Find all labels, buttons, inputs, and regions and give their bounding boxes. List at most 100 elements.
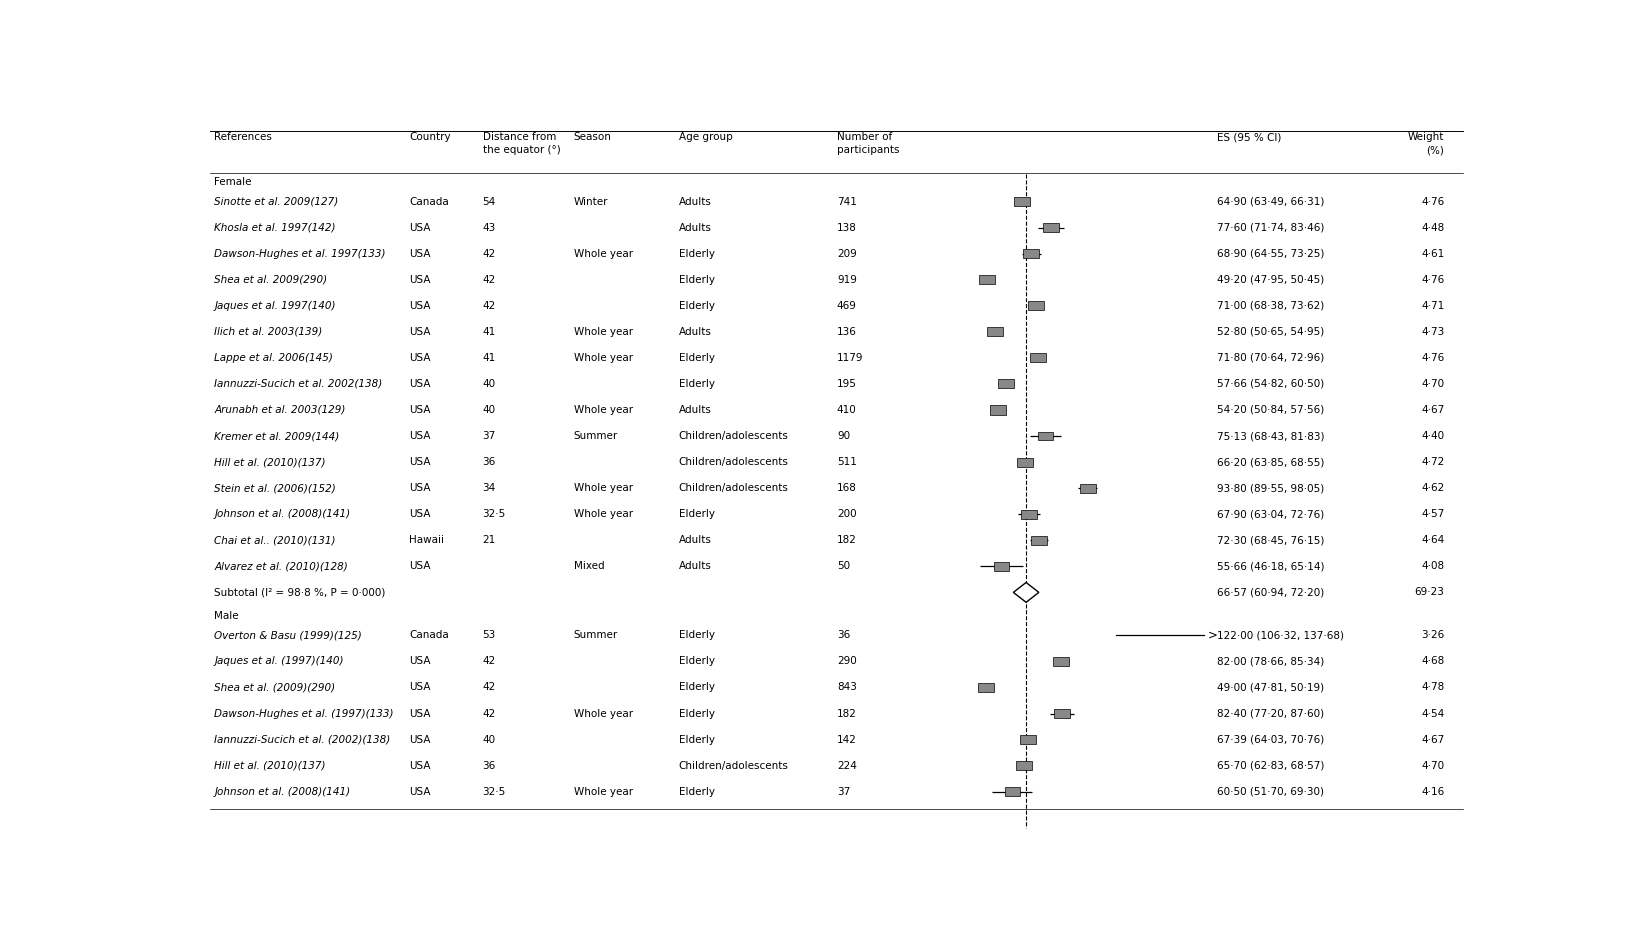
- Text: Kremer et al. 2009(144): Kremer et al. 2009(144): [214, 431, 339, 441]
- Text: 919: 919: [837, 274, 857, 285]
- Text: 66·57 (60·94, 72·20): 66·57 (60·94, 72·20): [1216, 588, 1324, 598]
- Text: 67·90 (63·04, 72·76): 67·90 (63·04, 72·76): [1216, 509, 1324, 519]
- Text: USA: USA: [410, 249, 431, 259]
- Text: Chai et al.. (2010)(131): Chai et al.. (2010)(131): [214, 535, 336, 545]
- Text: 50: 50: [837, 561, 850, 572]
- Text: 290: 290: [837, 656, 857, 666]
- Text: Hawaii: Hawaii: [410, 535, 444, 545]
- Text: 55·66 (46·18, 65·14): 55·66 (46·18, 65·14): [1216, 561, 1324, 572]
- Text: 93·80 (89·55, 98·05): 93·80 (89·55, 98·05): [1216, 483, 1324, 494]
- Text: 72·30 (68·45, 76·15): 72·30 (68·45, 76·15): [1216, 535, 1324, 545]
- Bar: [1023, 249, 1038, 259]
- Text: Elderly: Elderly: [679, 274, 715, 285]
- Text: 4·68: 4·68: [1420, 656, 1444, 666]
- Text: 4·16: 4·16: [1420, 787, 1444, 797]
- Text: Mixed: Mixed: [573, 561, 604, 572]
- Text: USA: USA: [410, 379, 431, 389]
- Text: 42: 42: [483, 682, 496, 693]
- Text: 138: 138: [837, 223, 857, 232]
- Text: Adults: Adults: [679, 561, 712, 572]
- Bar: [1028, 301, 1043, 310]
- Text: 41: 41: [483, 327, 496, 337]
- Text: USA: USA: [410, 760, 431, 771]
- Text: 69·23: 69·23: [1413, 588, 1444, 598]
- Text: Iannuzzi-Sucich et al. (2002)(138): Iannuzzi-Sucich et al. (2002)(138): [214, 735, 390, 744]
- Text: 77·60 (71·74, 83·46): 77·60 (71·74, 83·46): [1216, 223, 1324, 232]
- Text: Children/adolescents: Children/adolescents: [679, 760, 788, 771]
- Text: References: References: [214, 133, 273, 142]
- Text: Adults: Adults: [679, 327, 712, 337]
- Text: 182: 182: [837, 709, 857, 718]
- Text: Elderly: Elderly: [679, 787, 715, 797]
- Text: Dawson-Hughes et al. (1997)(133): Dawson-Hughes et al. (1997)(133): [214, 709, 393, 718]
- Text: Elderly: Elderly: [679, 631, 715, 640]
- Text: 71·00 (68·38, 73·62): 71·00 (68·38, 73·62): [1216, 301, 1324, 311]
- Text: 224: 224: [837, 760, 857, 771]
- Text: Elderly: Elderly: [679, 682, 715, 693]
- Text: Summer: Summer: [573, 631, 617, 640]
- Text: 36: 36: [483, 457, 496, 467]
- Text: Weight: Weight: [1407, 133, 1444, 142]
- Text: Whole year: Whole year: [573, 327, 633, 337]
- Bar: [994, 562, 1009, 571]
- Text: Whole year: Whole year: [573, 709, 633, 718]
- Bar: [989, 405, 1005, 415]
- Text: Subtotal (I² = 98·8 %, P = 0·000): Subtotal (I² = 98·8 %, P = 0·000): [214, 588, 385, 598]
- Text: 4·62: 4·62: [1420, 483, 1444, 494]
- Text: Adults: Adults: [679, 196, 712, 207]
- Text: 142: 142: [837, 735, 857, 744]
- Text: Hill et al. (2010)(137): Hill et al. (2010)(137): [214, 760, 325, 771]
- Bar: [986, 327, 1002, 337]
- Text: Shea et al. (2009)(290): Shea et al. (2009)(290): [214, 682, 335, 693]
- Text: Children/adolescents: Children/adolescents: [679, 457, 788, 467]
- Text: Male: Male: [214, 611, 238, 620]
- Text: Whole year: Whole year: [573, 483, 633, 494]
- Text: 43: 43: [483, 223, 496, 232]
- Text: Elderly: Elderly: [679, 301, 715, 311]
- Text: Adults: Adults: [679, 223, 712, 232]
- Text: 64·90 (63·49, 66·31): 64·90 (63·49, 66·31): [1216, 196, 1324, 207]
- Text: 49·00 (47·81, 50·19): 49·00 (47·81, 50·19): [1216, 682, 1324, 693]
- Text: 75·13 (68·43, 81·83): 75·13 (68·43, 81·83): [1216, 431, 1324, 441]
- Text: 741: 741: [837, 196, 857, 207]
- Text: 4·70: 4·70: [1420, 379, 1444, 389]
- Text: 42: 42: [483, 274, 496, 285]
- Text: Alvarez et al. (2010)(128): Alvarez et al. (2010)(128): [214, 561, 348, 572]
- Text: USA: USA: [410, 656, 431, 666]
- Text: 32·5: 32·5: [483, 509, 506, 519]
- Text: Summer: Summer: [573, 431, 617, 441]
- Text: 53: 53: [483, 631, 496, 640]
- Text: Jaques et al. 1997(140): Jaques et al. 1997(140): [214, 301, 336, 311]
- Text: 68·90 (64·55, 73·25): 68·90 (64·55, 73·25): [1216, 249, 1324, 259]
- Text: 41: 41: [483, 352, 496, 363]
- Text: 168: 168: [837, 483, 857, 494]
- Text: 54·20 (50·84, 57·56): 54·20 (50·84, 57·56): [1216, 405, 1324, 415]
- Text: 40: 40: [483, 379, 496, 389]
- Text: USA: USA: [410, 274, 431, 285]
- Text: Johnson et al. (2008)(141): Johnson et al. (2008)(141): [214, 787, 351, 797]
- Text: the equator (°): the equator (°): [483, 146, 560, 155]
- Text: USA: USA: [410, 709, 431, 718]
- Text: 4·64: 4·64: [1420, 535, 1444, 545]
- Text: Elderly: Elderly: [679, 249, 715, 259]
- Text: Distance from: Distance from: [483, 133, 555, 142]
- Text: 37: 37: [483, 431, 496, 441]
- Text: USA: USA: [410, 509, 431, 519]
- Text: Elderly: Elderly: [679, 352, 715, 363]
- Text: 21: 21: [483, 535, 496, 545]
- Text: USA: USA: [410, 483, 431, 494]
- Bar: [1015, 761, 1031, 770]
- Text: Ilich et al. 2003(139): Ilich et al. 2003(139): [214, 327, 322, 337]
- Text: 36: 36: [483, 760, 496, 771]
- Text: USA: USA: [410, 431, 431, 441]
- Text: 4·61: 4·61: [1420, 249, 1444, 259]
- Text: 469: 469: [837, 301, 857, 311]
- Text: Jaques et al. (1997)(140): Jaques et al. (1997)(140): [214, 656, 344, 666]
- Text: 410: 410: [837, 405, 857, 415]
- Text: Whole year: Whole year: [573, 509, 633, 519]
- Text: 136: 136: [837, 327, 857, 337]
- Text: 37: 37: [837, 787, 850, 797]
- Text: 195: 195: [837, 379, 857, 389]
- Bar: [1038, 431, 1053, 441]
- Bar: [1053, 657, 1069, 666]
